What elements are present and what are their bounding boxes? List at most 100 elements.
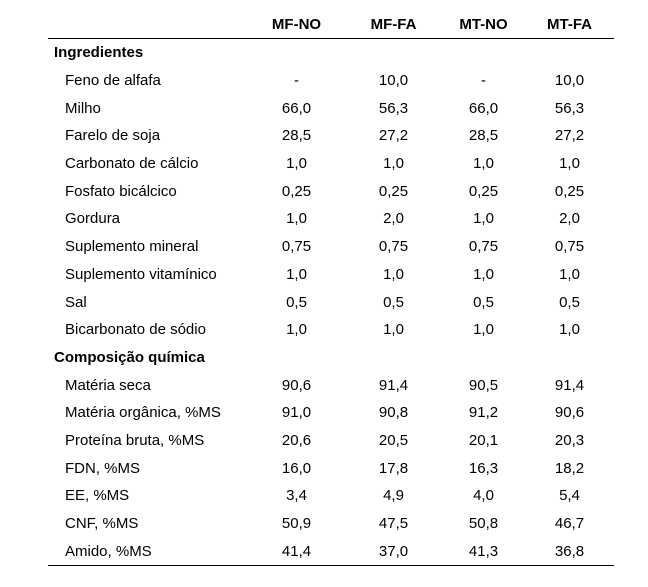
row-label: Feno de alfafa <box>65 72 161 90</box>
header-cell-label <box>48 10 248 39</box>
table-cell: 1,0 <box>473 265 494 283</box>
table-row: Bicarbonato de sódio 1,0 1,0 1,0 1,0 <box>48 316 614 344</box>
table-cell: 5,4 <box>559 487 580 505</box>
table-cell: 0,5 <box>473 293 494 311</box>
table-cell: 1,0 <box>473 210 494 228</box>
table-cell: 50,9 <box>281 515 312 533</box>
header-row: MF-NO MF-FA MT-NO MT-FA <box>48 10 614 39</box>
table-cell: 50,8 <box>468 515 499 533</box>
table-cell: 20,6 <box>281 431 312 449</box>
section-header-row: Composição química <box>48 344 614 372</box>
table-cell: 2,0 <box>383 210 404 228</box>
table-cell: 90,6 <box>281 376 312 394</box>
table-cell: 56,3 <box>378 99 409 117</box>
table-cell: 0,75 <box>554 238 585 256</box>
table-cell: 28,5 <box>281 127 312 145</box>
table-row: Milho 66,0 56,3 66,0 56,3 <box>48 94 614 122</box>
table-cell: 41,4 <box>248 537 345 567</box>
row-label: Matéria orgânica, %MS <box>65 404 221 422</box>
row-label: Amido, %MS <box>48 537 248 567</box>
table-cell: 1,0 <box>473 321 494 339</box>
table-row: CNF, %MS 50,9 47,5 50,8 46,7 <box>48 510 614 538</box>
table-row: Carbonato de cálcio 1,0 1,0 1,0 1,0 <box>48 150 614 178</box>
table-cell: 91,4 <box>554 376 585 394</box>
table-row: Fosfato bicálcico 0,25 0,25 0,25 0,25 <box>48 177 614 205</box>
table-row: Farelo de soja 28,5 27,2 28,5 27,2 <box>48 122 614 150</box>
table-cell: 91,0 <box>281 404 312 422</box>
table-row: Feno de alfafa - 10,0 - 10,0 <box>48 67 614 95</box>
table-cell: 28,5 <box>468 127 499 145</box>
section-title: Ingredientes <box>54 44 144 62</box>
table-cell: 0,25 <box>554 182 585 200</box>
table-cell: 90,8 <box>378 404 409 422</box>
table-cell: 37,0 <box>345 537 442 567</box>
row-label: Bicarbonato de sódio <box>65 321 206 339</box>
section-title: Composição química <box>54 348 205 366</box>
row-label: Proteína bruta, %MS <box>65 431 205 449</box>
table-cell: 41,3 <box>442 537 525 567</box>
table-row: Proteína bruta, %MS 20,6 20,5 20,1 20,3 <box>48 427 614 455</box>
row-label: Suplemento mineral <box>65 238 199 256</box>
table-cell: 27,2 <box>554 127 585 145</box>
table-cell: 0,25 <box>378 182 409 200</box>
table-row: Matéria seca 90,6 91,4 90,5 91,4 <box>48 371 614 399</box>
table-cell: 16,0 <box>281 459 312 477</box>
section-header-row: Ingredientes <box>48 39 614 67</box>
table-cell: 66,0 <box>468 99 499 117</box>
table-cell: 0,5 <box>286 293 307 311</box>
row-label: Suplemento vitamínico <box>65 265 217 283</box>
row-label: EE, %MS <box>65 487 130 505</box>
table-row: Amido, %MS 41,4 37,0 41,3 36,8 <box>48 537 614 567</box>
table-row: FDN, %MS 16,0 17,8 16,3 18,2 <box>48 454 614 482</box>
table-cell: 1,0 <box>286 321 307 339</box>
row-label: FDN, %MS <box>65 459 140 477</box>
table-cell: 0,25 <box>468 182 499 200</box>
header-cell-mf-fa: MF-FA <box>345 10 442 39</box>
table-row: EE, %MS 3,4 4,9 4,0 5,4 <box>48 482 614 510</box>
table-cell: 91,2 <box>468 404 499 422</box>
table-cell: 90,6 <box>554 404 585 422</box>
table-cell: 4,0 <box>473 487 494 505</box>
header-cell-mf-no: MF-NO <box>248 10 345 39</box>
table-cell: 1,0 <box>559 321 580 339</box>
table-cell: 17,8 <box>378 459 409 477</box>
table-cell: 1,0 <box>559 155 580 173</box>
table-cell: 2,0 <box>559 210 580 228</box>
table-cell: 10,0 <box>378 72 409 90</box>
table-cell: 20,5 <box>378 431 409 449</box>
table-cell: 10,0 <box>554 72 585 90</box>
table-cell: 0,75 <box>281 238 312 256</box>
row-label: Fosfato bicálcico <box>65 182 177 200</box>
table-cell: - <box>294 72 299 90</box>
composition-table: MF-NO MF-FA MT-NO MT-FA Ingredientes Feno… <box>48 10 614 567</box>
table-cell: 66,0 <box>281 99 312 117</box>
table-cell: 91,4 <box>378 376 409 394</box>
table-row: Gordura 1,0 2,0 1,0 2,0 <box>48 205 614 233</box>
table-cell: 0,75 <box>468 238 499 256</box>
row-label: Matéria seca <box>65 376 151 394</box>
table-cell: 1,0 <box>473 155 494 173</box>
table-body: Ingredientes Feno de alfafa - 10,0 - 10,0 Milh… <box>48 39 614 567</box>
row-label: Milho <box>65 99 101 117</box>
table-cell: 0,25 <box>281 182 312 200</box>
table-row: Sal 0,5 0,5 0,5 0,5 <box>48 288 614 316</box>
table-cell: 3,4 <box>286 487 307 505</box>
table-cell: 0,5 <box>383 293 404 311</box>
table-cell: 47,5 <box>378 515 409 533</box>
table-cell: - <box>481 72 486 90</box>
table-cell: 27,2 <box>378 127 409 145</box>
table-cell: 56,3 <box>554 99 585 117</box>
table-cell: 1,0 <box>559 265 580 283</box>
table-row: Matéria orgânica, %MS 91,0 90,8 91,2 90,6 <box>48 399 614 427</box>
table-cell: 90,5 <box>468 376 499 394</box>
row-label: Gordura <box>65 210 121 228</box>
row-label: Sal <box>65 293 87 311</box>
table-cell: 0,5 <box>559 293 580 311</box>
table-cell: 0,75 <box>378 238 409 256</box>
table-row: Suplemento mineral 0,75 0,75 0,75 0,75 <box>48 233 614 261</box>
table-cell: 20,1 <box>468 431 499 449</box>
row-label: CNF, %MS <box>65 515 139 533</box>
header-cell-mt-fa: MT-FA <box>525 10 614 39</box>
table-cell: 1,0 <box>383 265 404 283</box>
composition-table-container: MF-NO MF-FA MT-NO MT-FA Ingredientes Feno… <box>48 10 614 567</box>
